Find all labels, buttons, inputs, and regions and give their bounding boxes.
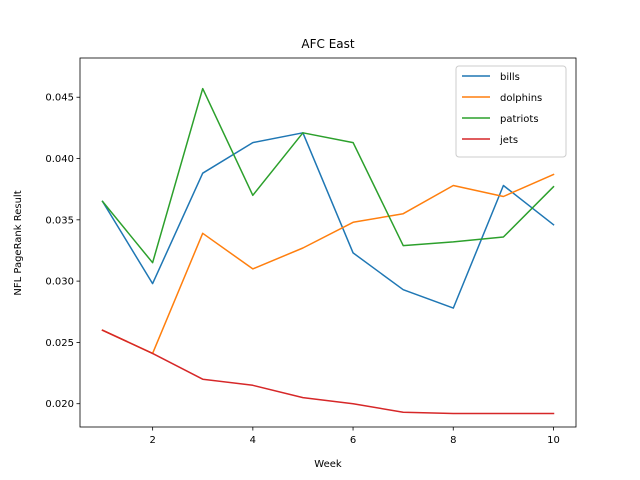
legend-label-patriots: patriots — [500, 114, 539, 125]
y-axis-label: NFL PageRank Result — [13, 190, 24, 295]
x-tick-label: 4 — [250, 435, 256, 446]
y-tick-label: 0.025 — [45, 338, 74, 349]
legend-label-bills: bills — [500, 72, 520, 83]
x-axis-label: Week — [314, 459, 342, 470]
plot-frame — [79, 57, 577, 428]
legend: bills dolphins patriots jets — [455, 65, 567, 158]
legend-frame — [455, 65, 567, 158]
x-tick-label: 2 — [149, 435, 155, 446]
legend-label-dolphins: dolphins — [500, 93, 542, 104]
chart-title: AFC East — [301, 37, 354, 51]
series-line-patriots — [101, 87, 555, 264]
y-tick-label: 0.040 — [45, 154, 74, 165]
series-line-bills — [101, 132, 555, 309]
y-tick-label: 0.020 — [45, 399, 74, 410]
x-tick-label: 6 — [350, 435, 356, 446]
y-tick-label: 0.045 — [45, 93, 74, 104]
y-tick-label: 0.035 — [45, 215, 74, 226]
x-tick-label: 8 — [450, 435, 456, 446]
y-tick-label: 0.030 — [45, 277, 74, 288]
series-line-dolphins — [101, 173, 555, 355]
x-tick-label: 10 — [547, 435, 560, 446]
legend-label-jets: jets — [499, 135, 518, 146]
series-line-jets — [101, 329, 555, 415]
